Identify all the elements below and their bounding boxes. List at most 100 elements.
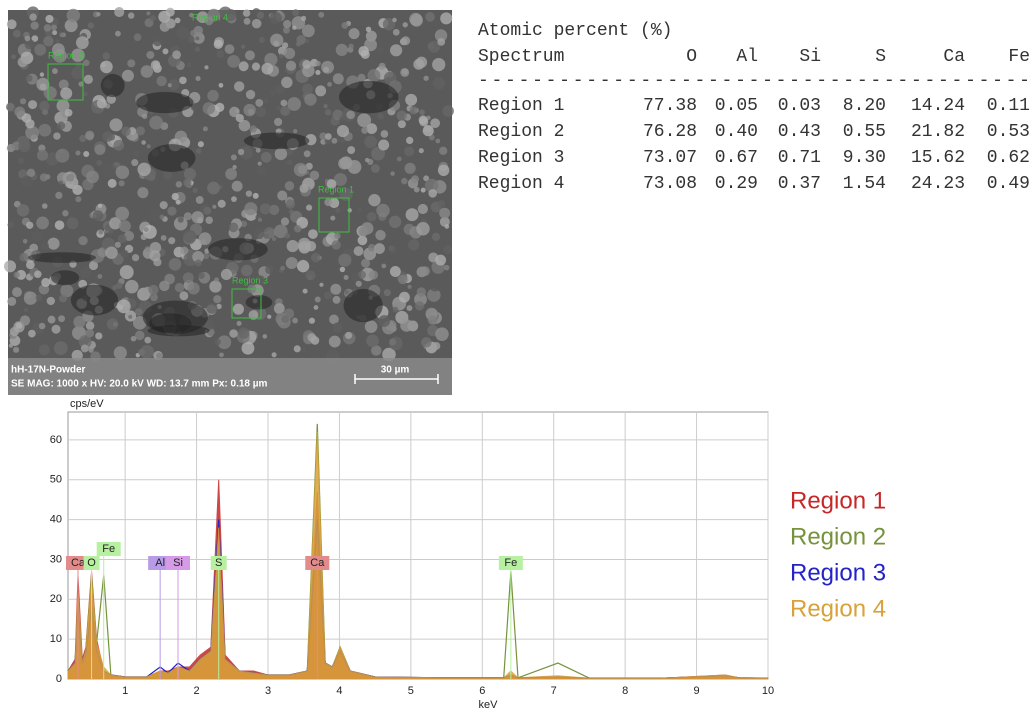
grain [132, 149, 140, 157]
grain [353, 246, 364, 256]
grain [227, 55, 240, 68]
grain [401, 36, 411, 46]
grain [62, 210, 69, 217]
sample-name: hH-17N-Powder [11, 365, 86, 376]
grain [348, 28, 360, 40]
grain [54, 220, 65, 230]
grain [183, 178, 192, 187]
grain [115, 282, 123, 289]
grain [443, 264, 450, 271]
x-axis-label: keV [479, 699, 499, 711]
grain [36, 216, 49, 230]
grain [258, 36, 265, 44]
grain [78, 335, 92, 349]
grain [240, 264, 253, 277]
table-header: Al [736, 47, 758, 67]
grain [109, 217, 122, 230]
y-tick-label: 10 [50, 633, 62, 645]
grain [357, 113, 372, 128]
grain [364, 320, 378, 333]
grain [366, 123, 378, 135]
grain [7, 221, 14, 228]
grain [159, 201, 168, 210]
grain [425, 11, 435, 22]
grain [422, 125, 434, 137]
grain [269, 11, 282, 25]
grain [421, 337, 432, 348]
table-cell: 0.49 [987, 174, 1030, 194]
grain [8, 343, 14, 348]
marker-label: S [215, 557, 222, 569]
grain [207, 89, 219, 102]
grain [302, 59, 312, 69]
grain [364, 135, 378, 149]
grain [357, 235, 368, 246]
grain [207, 181, 220, 195]
grain [235, 24, 245, 34]
grain [19, 252, 29, 262]
grain [319, 282, 324, 287]
grain [304, 93, 317, 106]
grain [217, 335, 232, 350]
grain [252, 192, 259, 199]
grain [189, 12, 194, 18]
region-box [231, 288, 262, 319]
grain [41, 203, 48, 209]
grain [19, 98, 27, 105]
grain [381, 263, 387, 269]
grain [432, 77, 446, 90]
grain [39, 173, 48, 182]
x-tick-label: 1 [122, 685, 128, 697]
grain [361, 258, 371, 268]
grain [158, 10, 171, 23]
x-tick-label: 10 [762, 685, 774, 697]
grain [327, 349, 334, 356]
grain [413, 186, 420, 193]
grain [141, 140, 146, 145]
grain [46, 296, 55, 306]
grain [257, 161, 262, 166]
grain [326, 179, 337, 189]
grain [149, 115, 164, 130]
grain [400, 319, 413, 332]
grain [332, 322, 343, 333]
grain [98, 203, 103, 208]
grain [114, 241, 121, 248]
grain [368, 270, 379, 280]
grain [358, 226, 369, 237]
grain [71, 48, 85, 62]
grain [96, 11, 101, 17]
grain [376, 47, 384, 54]
grain [318, 11, 325, 18]
grain [305, 204, 313, 211]
grain [39, 100, 50, 112]
table-header: Spectrum [478, 47, 564, 67]
grain [323, 66, 330, 73]
grain [202, 102, 215, 115]
grain [241, 341, 255, 355]
grain [17, 157, 25, 164]
grain [102, 52, 111, 60]
grain [43, 35, 54, 47]
grain [24, 39, 35, 50]
grain [156, 352, 163, 359]
grain [127, 59, 136, 68]
grain [30, 21, 39, 30]
grain [324, 133, 332, 140]
marker-label: Ca [71, 557, 86, 569]
grain [371, 146, 385, 161]
dark-pore [208, 238, 268, 261]
grain [332, 73, 344, 85]
grain [11, 141, 21, 151]
grain [242, 9, 251, 17]
grain [25, 260, 35, 270]
table-cell: 0.03 [778, 96, 821, 116]
grain [263, 98, 269, 104]
grain [382, 347, 396, 362]
grain [327, 81, 332, 87]
grain [240, 220, 248, 228]
grain [25, 125, 40, 140]
marker-label: Fe [504, 557, 517, 569]
